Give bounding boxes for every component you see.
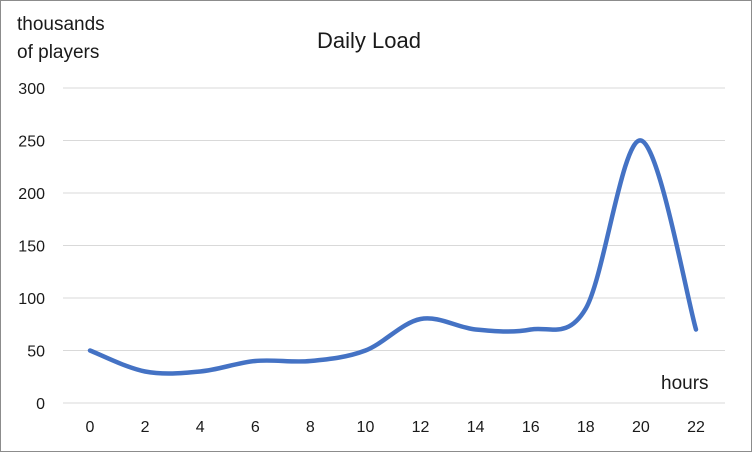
gridlines [63,87,725,404]
x-tick-label: 10 [357,419,375,436]
y-tick-label: 100 [18,291,45,308]
y-axis-label: thousands of players [17,14,105,63]
y-tick-label: 250 [18,134,45,151]
x-tick-label: 6 [251,419,260,436]
x-tick-label: 20 [632,419,650,436]
series-lines [87,138,699,376]
x-tick-labels: 0 2 4 6 8 10 12 14 16 18 20 22 [86,419,705,436]
x-tick-label: 8 [306,419,315,436]
x-tick-label: 2 [141,419,150,436]
y-tick-label: 50 [27,344,45,361]
series-line [87,138,699,376]
y-tick-label: 150 [18,239,45,256]
y-tick-label: 0 [36,396,45,413]
y-tick-label: 300 [18,81,45,98]
x-tick-label: 4 [196,419,205,436]
y-tick-label: 200 [18,186,45,203]
x-tick-label: 22 [687,419,705,436]
x-axis-label: hours [661,373,709,394]
y-tick-labels: 0 50 100 150 200 250 300 [18,81,45,413]
x-tick-label: 0 [86,419,95,436]
x-tick-label: 14 [467,419,485,436]
x-tick-label: 16 [522,419,540,436]
x-tick-label: 18 [577,419,595,436]
chart-title: Daily Load [317,28,421,53]
x-tick-label: 12 [412,419,430,436]
